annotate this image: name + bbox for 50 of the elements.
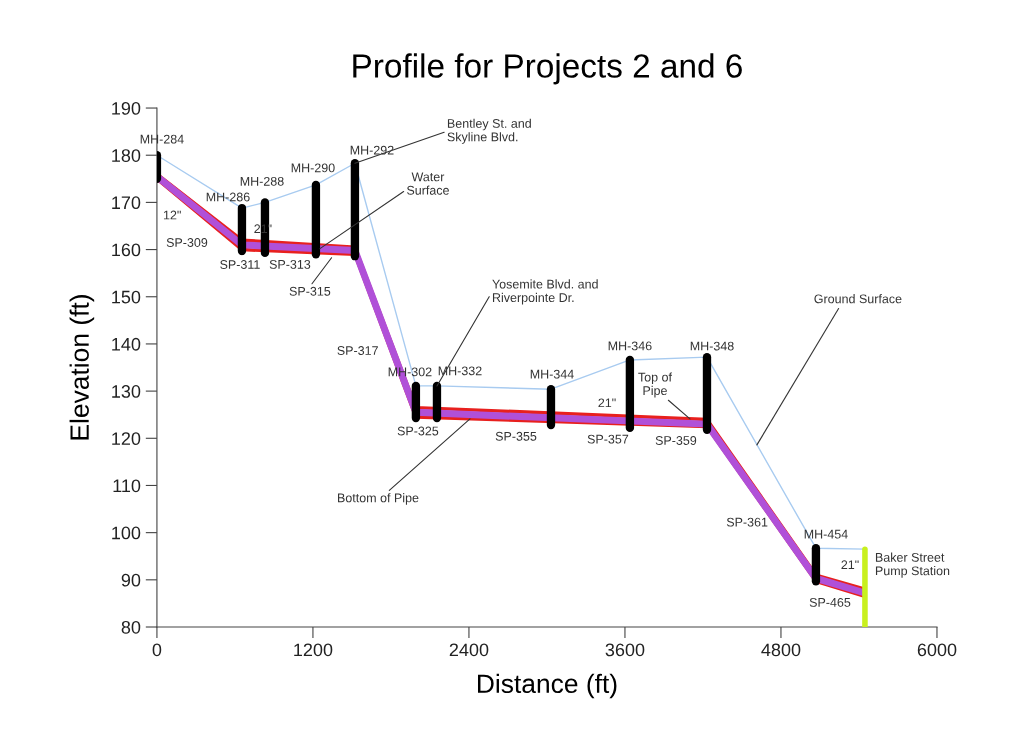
y-tick-label: 160	[112, 243, 141, 257]
series-label: MH-292	[350, 145, 394, 155]
y-tick-label: 180	[112, 149, 141, 162]
annotation: 12"	[163, 210, 181, 220]
chart-title: Profile for Projects 2 and 6	[353, 53, 742, 85]
series-label: MH-348	[690, 341, 734, 351]
series-label: MH-344	[530, 369, 574, 379]
x-tick-label: 0	[152, 643, 162, 657]
x-tick-label: 2400	[449, 643, 489, 657]
annotation: SP-359	[655, 436, 697, 445]
annotation: 21"	[841, 560, 859, 570]
y-tick-label: 80	[121, 620, 141, 634]
annotation: SP-309	[166, 238, 208, 247]
annotation: SP-315	[289, 286, 331, 296]
annotation: Top of Pipe	[638, 372, 672, 398]
x-tick-label: 4800	[761, 643, 801, 657]
series-label: MH-346	[608, 341, 652, 351]
y-tick-label: 100	[112, 526, 141, 540]
series-label: MH-290	[291, 163, 335, 173]
y-tick-label: 130	[112, 385, 141, 398]
annotation: Bentley St. and Skyline Blvd.	[447, 118, 531, 144]
annotation: SP-357	[587, 434, 629, 444]
y-tick-label: 140	[112, 337, 141, 351]
annotation: SP-361	[726, 517, 768, 527]
annotation: SP-465	[809, 597, 851, 607]
annotation: SP-317	[337, 346, 378, 355]
y-tick-label: 120	[112, 432, 141, 446]
annotation: 21"	[598, 398, 616, 408]
x-axis-title: Distance (ft)	[478, 673, 617, 699]
annotation: Water Surface	[406, 172, 449, 195]
annotation: Ground Surface	[814, 294, 902, 304]
annotation: SP-311	[220, 260, 260, 269]
y-tick-label: 90	[121, 573, 141, 587]
x-tick-label: 1200	[294, 643, 333, 657]
y-tick-label: 170	[112, 196, 141, 210]
series-label: MH-454	[804, 529, 848, 539]
x-tick-label: 6000	[917, 643, 957, 657]
annotation: SP-355	[495, 431, 537, 441]
y-axis-title: Elevation (ft)	[69, 295, 95, 440]
y-tick-label: 190	[112, 101, 141, 115]
series-label: Baker Street Pump Station	[875, 552, 950, 578]
series-label: MH-288	[240, 176, 284, 186]
annotation: SP-325	[397, 426, 439, 436]
series-label: MH-286	[206, 192, 250, 202]
y-tick-label: 150	[112, 290, 141, 304]
y-tick-label: 110	[113, 479, 141, 493]
x-tick-label: 3600	[605, 643, 645, 657]
annotation: Yosemite Blvd. and Riverpointe Dr.	[492, 279, 598, 305]
annotation: Bottom of Pipe	[338, 493, 419, 505]
annotation: SP-313	[269, 259, 311, 269]
